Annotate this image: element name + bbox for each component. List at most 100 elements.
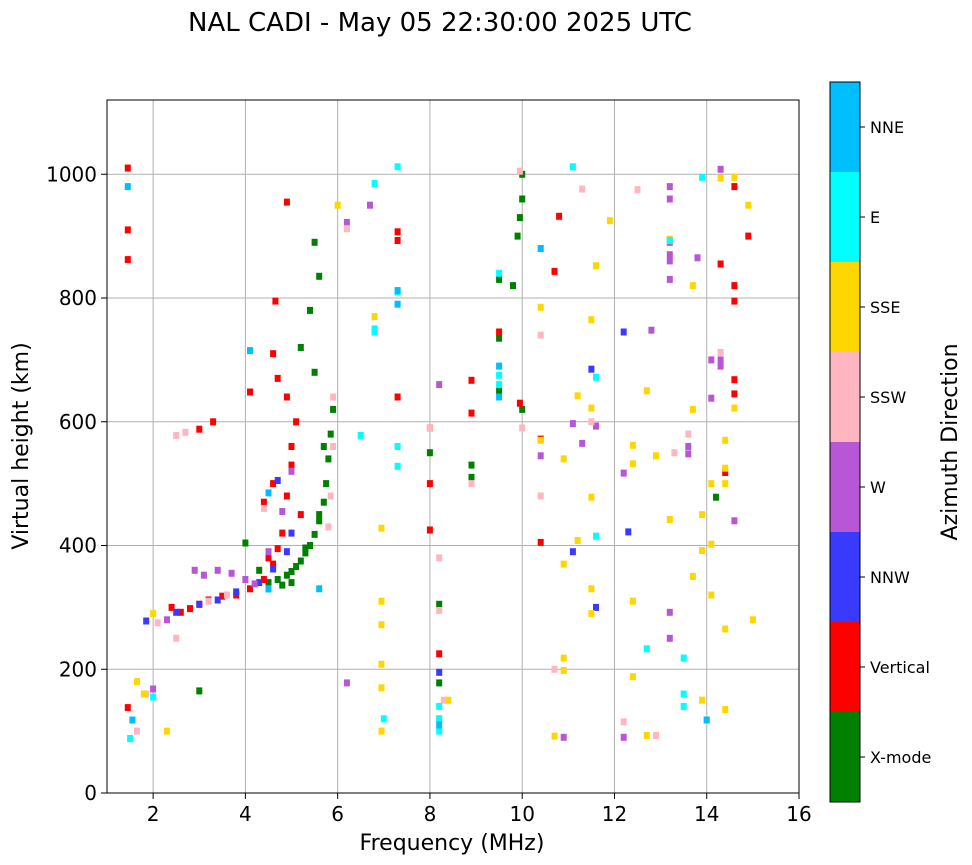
data-point bbox=[330, 393, 337, 401]
data-point bbox=[685, 450, 692, 458]
data-point bbox=[330, 405, 337, 413]
data-point bbox=[666, 634, 673, 642]
colorbar-tick-label: SSE bbox=[870, 298, 900, 317]
data-point bbox=[233, 588, 240, 596]
data-point bbox=[196, 687, 203, 695]
data-point bbox=[436, 679, 443, 687]
data-point bbox=[302, 544, 309, 552]
data-point bbox=[297, 557, 304, 565]
data-point bbox=[270, 480, 277, 488]
data-point bbox=[731, 517, 738, 525]
x-tick-label: 2 bbox=[147, 802, 160, 826]
x-tick-label: 8 bbox=[424, 802, 437, 826]
data-point bbox=[666, 275, 673, 283]
data-point bbox=[260, 504, 267, 512]
data-point bbox=[436, 554, 443, 562]
chart-title: NAL CADI - May 05 22:30:00 2025 UTC bbox=[188, 8, 692, 38]
data-point bbox=[722, 436, 729, 444]
data-point bbox=[551, 665, 558, 673]
data-point bbox=[378, 597, 385, 605]
data-point bbox=[265, 579, 272, 587]
data-point bbox=[394, 462, 401, 470]
colorbar-tick-label: X-mode bbox=[870, 748, 931, 767]
data-point bbox=[722, 464, 729, 472]
data-point bbox=[260, 498, 267, 506]
data-point bbox=[643, 645, 650, 653]
data-point bbox=[127, 735, 134, 742]
x-axis-label: Frequency (MHz) bbox=[360, 831, 545, 856]
data-point bbox=[519, 424, 526, 432]
data-point bbox=[717, 356, 724, 364]
data-point bbox=[196, 425, 203, 433]
data-point bbox=[468, 480, 475, 488]
data-point bbox=[274, 374, 281, 382]
data-point bbox=[731, 183, 738, 191]
data-point bbox=[191, 566, 198, 574]
data-point bbox=[288, 461, 295, 469]
data-point bbox=[270, 560, 277, 568]
colorbar-tick-label: Vertical bbox=[870, 658, 930, 677]
data-point bbox=[283, 198, 290, 206]
data-point bbox=[173, 431, 180, 439]
data-point bbox=[242, 576, 249, 583]
data-point bbox=[516, 167, 523, 175]
data-point bbox=[588, 418, 595, 426]
data-point bbox=[265, 554, 272, 562]
plot-background bbox=[107, 100, 799, 793]
data-point bbox=[228, 569, 235, 577]
colorbar-segment-nne bbox=[830, 82, 860, 172]
y-tick-label: 1000 bbox=[46, 162, 97, 186]
data-point bbox=[685, 443, 692, 450]
data-point bbox=[378, 660, 385, 668]
data-point bbox=[731, 173, 738, 181]
data-point bbox=[496, 393, 503, 401]
series-nne bbox=[124, 183, 710, 729]
data-point bbox=[436, 721, 443, 729]
data-point bbox=[666, 257, 673, 265]
data-point bbox=[330, 443, 337, 450]
data-point bbox=[343, 225, 350, 233]
data-point bbox=[256, 566, 263, 574]
y-axis-label: Virtual height (km) bbox=[9, 342, 34, 549]
data-point bbox=[731, 297, 738, 305]
data-point bbox=[717, 260, 724, 268]
data-point bbox=[274, 545, 281, 553]
data-point bbox=[124, 183, 131, 191]
data-point bbox=[316, 272, 323, 280]
data-point bbox=[214, 566, 221, 574]
data-point bbox=[357, 431, 364, 439]
colorbar-tick-label: NNE bbox=[870, 118, 904, 137]
data-point bbox=[722, 706, 729, 713]
data-point bbox=[699, 173, 706, 181]
data-point bbox=[666, 195, 673, 203]
data-point bbox=[320, 498, 327, 506]
data-point bbox=[367, 201, 373, 209]
data-point bbox=[653, 732, 659, 739]
data-point bbox=[666, 183, 673, 191]
data-point bbox=[436, 600, 443, 608]
data-point bbox=[316, 517, 323, 525]
data-point bbox=[445, 696, 452, 704]
data-point bbox=[620, 328, 627, 336]
plot-area: 2 4 6 8 10 12 14 16 0 200 400 600 800 1000 bbox=[46, 99, 812, 826]
data-point bbox=[323, 480, 330, 488]
data-point bbox=[680, 702, 687, 710]
data-point bbox=[394, 163, 401, 171]
data-point bbox=[327, 430, 334, 438]
data-point bbox=[251, 580, 258, 588]
data-point bbox=[210, 418, 217, 426]
series-nnw bbox=[143, 328, 632, 676]
colorbar-tick-label: W bbox=[870, 478, 886, 497]
data-point bbox=[593, 603, 599, 611]
data-point bbox=[593, 532, 599, 540]
y-tick-label: 600 bbox=[59, 410, 97, 434]
data-point bbox=[468, 376, 475, 384]
colorbar-tick-label: E bbox=[870, 208, 880, 227]
data-point bbox=[173, 608, 180, 616]
data-point bbox=[629, 460, 636, 468]
x-tick-label: 10 bbox=[509, 802, 534, 826]
data-point bbox=[293, 418, 300, 426]
data-point bbox=[371, 313, 378, 321]
data-point bbox=[560, 667, 567, 674]
data-point bbox=[265, 548, 272, 556]
